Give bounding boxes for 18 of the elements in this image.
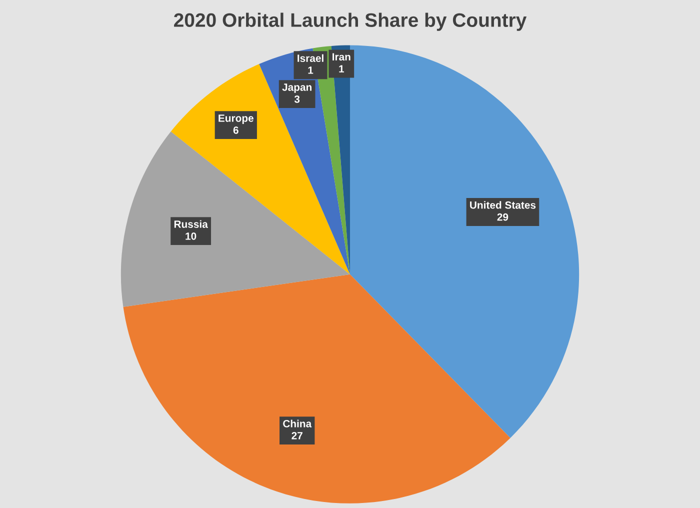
chart-title: 2020 Orbital Launch Share by Country	[174, 12, 527, 31]
data-label: 29	[497, 213, 508, 221]
slice-label: Japan	[282, 84, 312, 93]
slice-label: China	[283, 420, 312, 428]
pie-slice	[123, 274, 510, 504]
slice-label: Europe	[218, 114, 254, 124]
slice-label: Russia	[174, 220, 208, 228]
data-label: 6	[233, 126, 238, 134]
data-label: 1	[308, 66, 314, 74]
slice-label: Iran	[332, 53, 350, 61]
pie-slice	[350, 45, 580, 438]
pie-slice	[170, 64, 350, 274]
data-label: 3	[294, 95, 300, 103]
data-label: 1	[339, 65, 344, 72]
slice-label: United States	[470, 201, 536, 209]
data-label: 10	[186, 232, 196, 240]
data-label: 27	[292, 432, 302, 440]
slice-label: Israel	[298, 54, 324, 62]
